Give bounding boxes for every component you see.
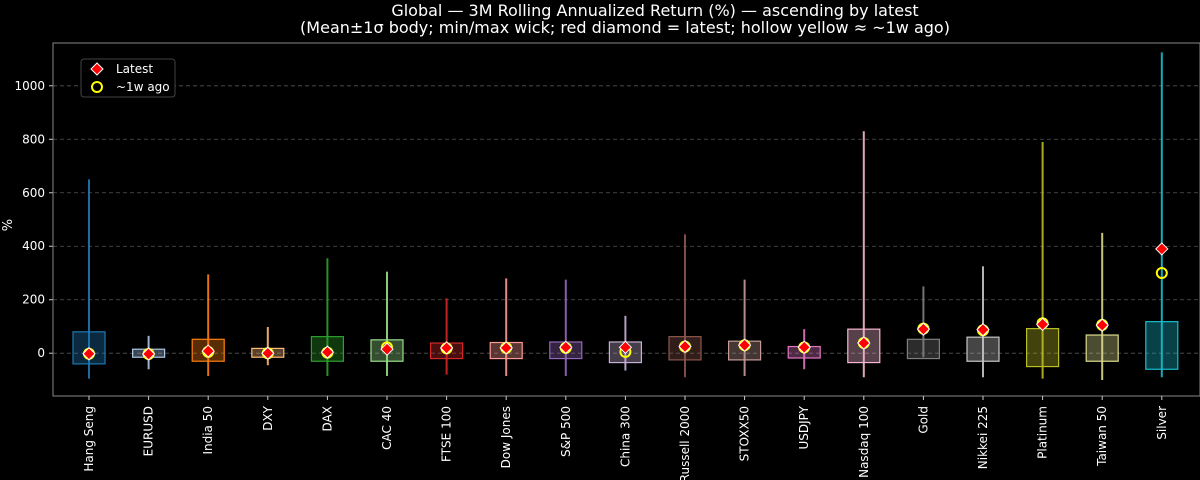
y-tick-label: 200 (22, 293, 45, 307)
series-s-p-500 (549, 279, 583, 376)
latest-diamond (618, 340, 633, 355)
x-tick-label: Taiwan 50 (1095, 406, 1109, 467)
body-box (1085, 334, 1119, 362)
x-tick-label: STOXX50 (738, 406, 752, 461)
latest-diamond (261, 346, 275, 360)
x-tick-label: Gold (916, 406, 930, 434)
series-dax (310, 258, 344, 376)
body-box (966, 336, 1000, 362)
x-tick-label: Platinum (1036, 406, 1050, 459)
latest-diamond (380, 342, 394, 356)
series-silver (1145, 52, 1179, 378)
x-tick-label: Nikkei 225 (976, 406, 990, 469)
y-tick-label: 600 (22, 186, 45, 200)
x-tick-label: India 50 (201, 406, 215, 455)
series-nasdaq-100 (847, 131, 881, 378)
series-dow-jones (489, 278, 523, 376)
x-tick-label: DAX (320, 406, 334, 431)
x-tick-label: CAC 40 (380, 406, 394, 450)
legend-box (80, 58, 176, 98)
series-taiwan-50 (1085, 232, 1119, 380)
latest-diamond (797, 340, 811, 355)
latest-diamond (201, 344, 215, 358)
series-hang-seng (72, 179, 106, 379)
latest-diamond (141, 347, 156, 361)
legend: Latest ~1w ago (80, 58, 176, 98)
chart-marks (72, 52, 1179, 380)
week-ago-marker (1155, 266, 1168, 279)
latest-diamond (678, 339, 692, 354)
y-tick-label: 0 (37, 346, 45, 360)
x-tick-label: EURUSD (142, 406, 156, 456)
x-tick-label: USDJPY (797, 405, 811, 449)
y-tick-label: 800 (22, 132, 45, 146)
series-usdjpy (787, 329, 821, 370)
x-tick-label: Hang Seng (82, 406, 96, 472)
series-dxy (251, 327, 285, 366)
latest-diamond (857, 336, 871, 350)
series-eurusd (132, 335, 166, 370)
chart-title-line2: (Mean±1σ body; min/max wick; red diamond… (300, 18, 950, 37)
latest-diamond (1155, 242, 1169, 256)
plot-frame (52, 42, 1200, 397)
latest-diamond (737, 338, 752, 352)
latest-diamond (439, 341, 454, 355)
series-stoxx50 (727, 279, 762, 376)
legend-latest-label: Latest (116, 62, 153, 76)
latest-diamond (1035, 317, 1050, 332)
legend-diamond-icon (90, 62, 104, 76)
legend-circle-icon (91, 81, 103, 93)
latest-diamond (559, 340, 573, 355)
y-axis-label: % (1, 219, 16, 231)
series-cac-40 (370, 271, 404, 376)
legend-week-label: ~1w ago (116, 80, 170, 94)
x-tick-label: S&P 500 (559, 406, 573, 457)
latest-diamond (320, 345, 335, 359)
series-ftse-100 (430, 298, 464, 375)
series-russell-2000 (668, 234, 702, 378)
y-tick-label: 400 (22, 239, 45, 253)
latest-diamond (976, 322, 990, 337)
series-india-50 (191, 274, 225, 376)
x-tick-label: Silver (1155, 406, 1169, 440)
series-platinum (1025, 141, 1060, 379)
x-tick-label: China 300 (618, 406, 632, 467)
latest-diamond (499, 341, 513, 355)
gridlines (53, 85, 1200, 354)
x-tick-label: Nasdaq 100 (857, 406, 871, 478)
x-tick-label: DXY (261, 405, 275, 430)
x-ticks: Hang Seng EURUSD India 50 DXY DAX CAC 40 FTSE … (82, 396, 1169, 480)
latest-diamond (1095, 318, 1109, 332)
y-ticks: 0 200 400 600 800 1000 (14, 79, 53, 360)
chart-title-line1: Global — 3M Rolling Annualized Return (%… (391, 1, 918, 20)
series-china-300 (608, 315, 643, 371)
y-tick-label: 1000 (14, 79, 45, 93)
x-tick-label: Dow Jones (499, 406, 513, 468)
latest-diamond (916, 322, 931, 336)
body-box (1145, 321, 1179, 370)
x-tick-label: Russell 2000 (678, 406, 692, 480)
body-box (1025, 328, 1060, 368)
x-tick-label: FTSE 100 (440, 406, 454, 462)
latest-diamond (82, 347, 96, 361)
series-gold (906, 286, 941, 360)
body-box (906, 338, 941, 360)
series-nikkei-225 (966, 266, 1000, 378)
